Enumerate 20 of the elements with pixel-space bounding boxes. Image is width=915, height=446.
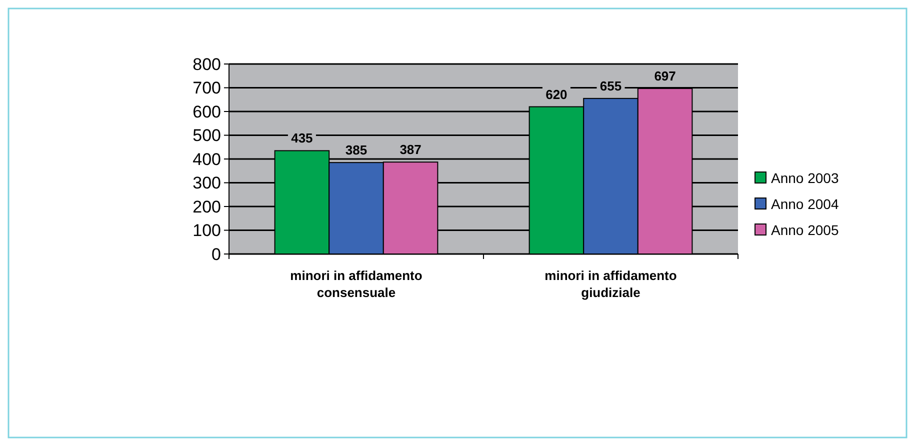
y-tick-label: 200: [192, 197, 221, 216]
data-label: 620: [546, 86, 568, 102]
data-label: 385: [345, 142, 368, 158]
data-label: 697: [654, 68, 676, 84]
y-tick-label: 700: [192, 78, 221, 98]
y-tick-label: 800: [192, 54, 221, 74]
y-tick-label: 0: [212, 244, 221, 264]
x-tick-label: minori in affidamento giudiziale: [544, 268, 677, 300]
y-tick-label: 100: [192, 221, 221, 240]
y-tick-label: 600: [192, 102, 221, 122]
legend-label: Anno 2003: [771, 170, 839, 186]
y-tick-label: 300: [192, 174, 221, 193]
x-tick-label: minori in affidamento consensuale: [290, 268, 422, 300]
data-label: 387: [400, 142, 422, 158]
y-tick-label: 500: [192, 126, 221, 146]
y-tick-label: 400: [192, 150, 221, 169]
data-label: 655: [600, 78, 622, 94]
data-label: 435: [291, 130, 313, 146]
legend-label: Anno 2005: [771, 222, 839, 238]
legend-label: Anno 2004: [771, 196, 839, 212]
